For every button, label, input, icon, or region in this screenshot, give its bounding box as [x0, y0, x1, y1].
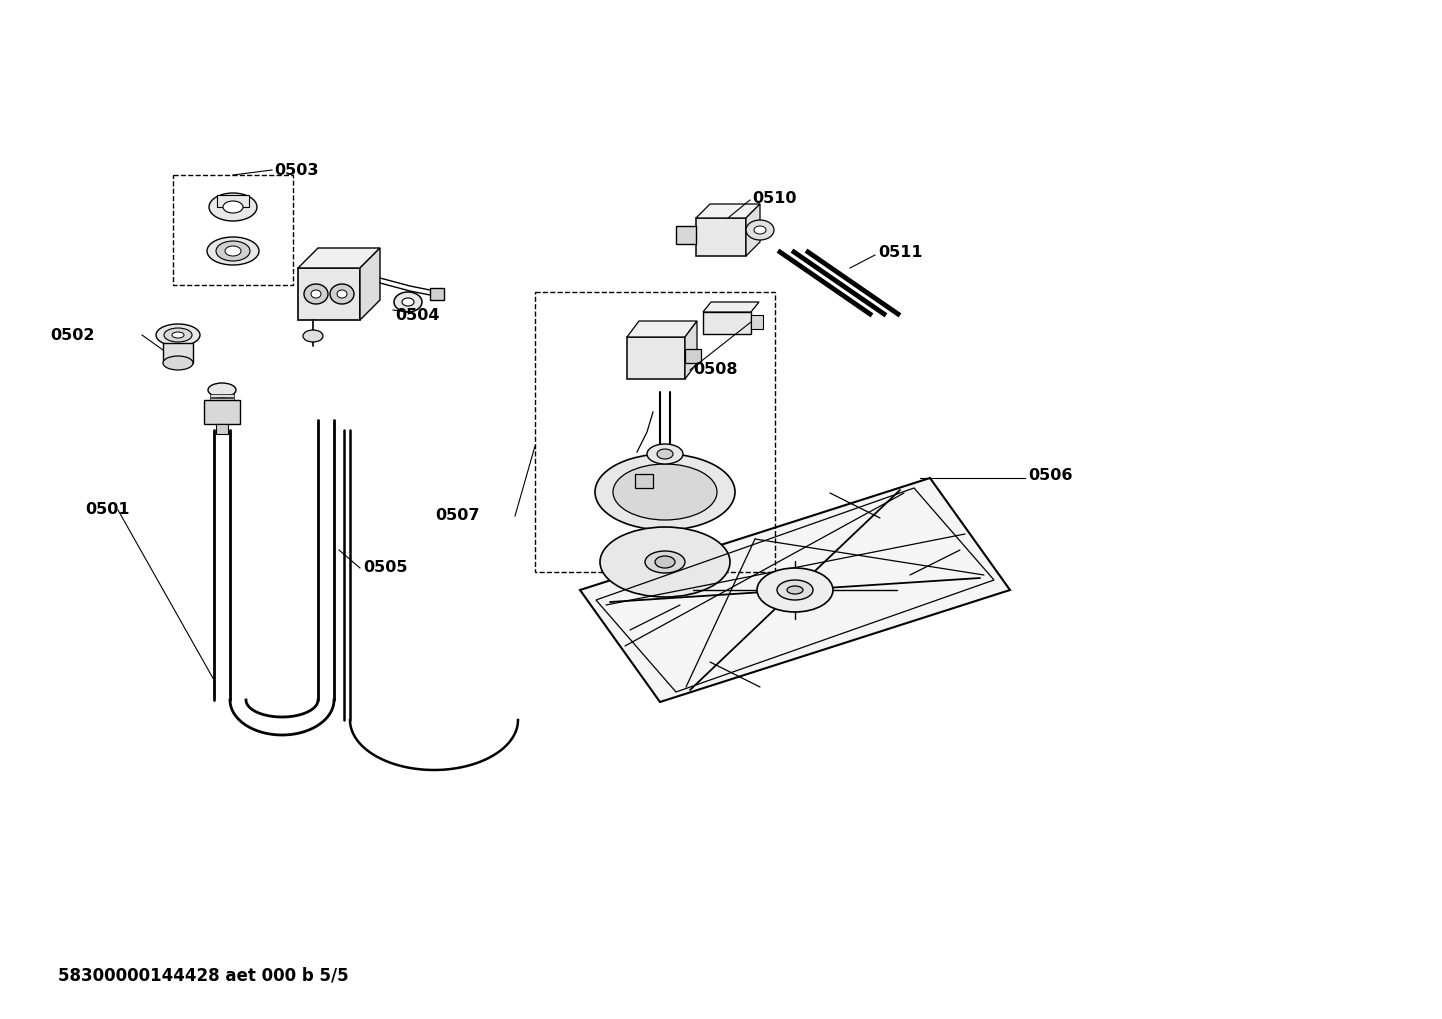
Ellipse shape — [402, 298, 414, 306]
Text: 0504: 0504 — [395, 309, 440, 323]
Bar — [676, 226, 696, 244]
Bar — [203, 400, 239, 424]
Polygon shape — [627, 321, 696, 337]
Text: 0502: 0502 — [50, 327, 95, 342]
Ellipse shape — [746, 220, 774, 240]
Polygon shape — [298, 248, 381, 268]
Ellipse shape — [224, 201, 244, 213]
Ellipse shape — [216, 242, 249, 261]
Ellipse shape — [303, 330, 323, 342]
Ellipse shape — [658, 449, 673, 459]
Text: 0506: 0506 — [1028, 469, 1073, 483]
Ellipse shape — [600, 527, 730, 597]
Bar — [627, 337, 685, 379]
Bar — [216, 195, 249, 207]
Ellipse shape — [394, 292, 423, 312]
Ellipse shape — [337, 290, 348, 298]
Ellipse shape — [777, 580, 813, 600]
Text: 0501: 0501 — [85, 502, 130, 518]
Text: 0507: 0507 — [435, 508, 480, 524]
Polygon shape — [360, 248, 381, 320]
Ellipse shape — [787, 586, 803, 594]
Bar — [211, 394, 234, 397]
Bar — [696, 218, 746, 256]
Polygon shape — [580, 478, 1009, 702]
Text: 0508: 0508 — [694, 363, 737, 377]
Polygon shape — [696, 204, 760, 218]
Bar — [211, 398, 234, 401]
Text: 0511: 0511 — [878, 245, 923, 260]
Bar — [211, 406, 234, 409]
Ellipse shape — [655, 556, 675, 568]
Ellipse shape — [164, 328, 192, 342]
Ellipse shape — [156, 324, 200, 346]
Text: 0503: 0503 — [274, 162, 319, 177]
Ellipse shape — [645, 551, 685, 573]
Bar — [704, 312, 751, 334]
Bar — [298, 268, 360, 320]
Bar — [173, 175, 293, 285]
Bar — [163, 343, 193, 363]
Ellipse shape — [208, 383, 236, 397]
Bar — [535, 292, 774, 572]
Text: 58300000144428 aet 000 b 5/5: 58300000144428 aet 000 b 5/5 — [58, 966, 349, 984]
Bar — [751, 315, 763, 329]
Ellipse shape — [613, 464, 717, 520]
Text: 0510: 0510 — [751, 191, 796, 206]
Bar — [211, 403, 234, 405]
Polygon shape — [704, 302, 758, 312]
Ellipse shape — [330, 284, 353, 304]
Ellipse shape — [209, 193, 257, 221]
Bar — [634, 474, 653, 488]
Ellipse shape — [163, 356, 193, 370]
Ellipse shape — [757, 568, 833, 612]
Ellipse shape — [208, 237, 260, 265]
Polygon shape — [746, 204, 760, 256]
Ellipse shape — [647, 444, 684, 464]
Ellipse shape — [304, 284, 327, 304]
Ellipse shape — [754, 226, 766, 234]
Bar — [685, 348, 701, 363]
Ellipse shape — [172, 332, 185, 338]
Polygon shape — [685, 321, 696, 379]
Ellipse shape — [596, 454, 735, 530]
Ellipse shape — [311, 290, 322, 298]
Bar — [216, 424, 228, 434]
Ellipse shape — [225, 246, 241, 256]
Bar — [430, 288, 444, 300]
Text: 0505: 0505 — [363, 560, 408, 576]
